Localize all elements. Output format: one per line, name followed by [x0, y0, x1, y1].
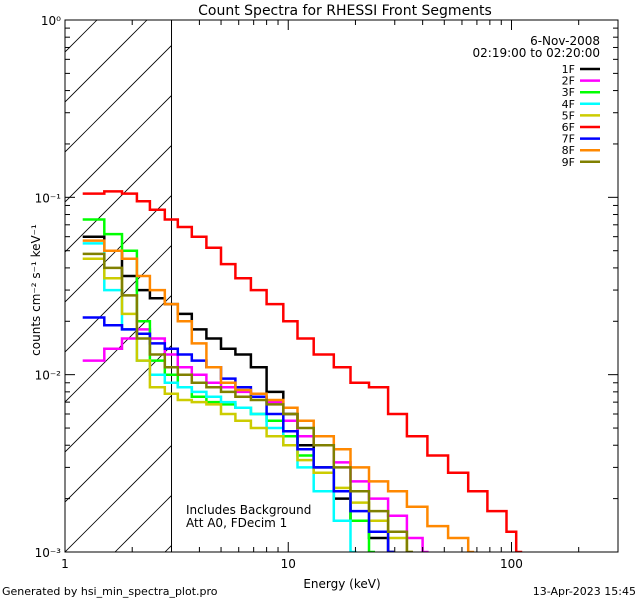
y-axis-label: counts cm⁻² s⁻¹ keV⁻¹ — [29, 224, 43, 356]
x-tick-label: 100 — [500, 557, 523, 571]
chart-title: Count Spectra for RHESSI Front Segments — [198, 3, 492, 19]
axis-tick-labels: 1 10 100 10⁻³ 10⁻² 10⁻¹ 10⁰ — [35, 14, 523, 571]
legend-date: 6-Nov-2008 — [530, 34, 600, 48]
x-tick-label: 10 — [281, 557, 296, 571]
series-6F — [82, 190, 523, 552]
hatch-line — [65, 94, 172, 203]
series-1F — [82, 235, 395, 552]
x-tick-label: 1 — [61, 557, 69, 571]
y-tick-label: 10⁰ — [41, 14, 61, 28]
footer-timestamp: 13-Apr-2023 15:45 — [532, 585, 636, 598]
annotation-background: Includes Background — [186, 503, 311, 517]
hatched-region — [65, 20, 172, 552]
series-9F — [82, 252, 413, 552]
y-tick-label: 10⁻² — [35, 369, 62, 383]
hatch-line — [65, 244, 172, 353]
x-axis-label: Energy (keV) — [303, 577, 380, 591]
legend-label-5F: 5F — [562, 109, 575, 122]
legend-label-9F: 9F — [562, 156, 575, 169]
y-tick-label: 10⁻³ — [35, 546, 62, 560]
footer-generated-by: Generated by hsi_min_spectra_plot.pro — [2, 585, 218, 598]
legend-label-4F: 4F — [562, 98, 575, 111]
series-5F — [82, 257, 413, 552]
series-layer — [82, 190, 523, 552]
legend-label-1F: 1F — [562, 63, 575, 76]
legend-label-2F: 2F — [562, 75, 575, 88]
series-8F — [82, 239, 475, 552]
legend-label-7F: 7F — [562, 133, 575, 146]
hatch-line — [65, 444, 172, 552]
legend-label-8F: 8F — [562, 144, 575, 157]
legend-label-6F: 6F — [562, 121, 575, 134]
y-tick-label: 10⁻¹ — [35, 191, 62, 205]
hatch-line — [65, 44, 172, 153]
hatch-line — [65, 194, 172, 303]
plot-frame — [64, 19, 619, 553]
annotation-attenuator: Att A0, FDecim 1 — [186, 516, 287, 530]
legend-label-3F: 3F — [562, 86, 575, 99]
axis-ticks — [64, 19, 619, 553]
hatch-line — [65, 394, 172, 503]
legend-time-range: 02:19:00 to 02:20:00 — [473, 46, 600, 60]
